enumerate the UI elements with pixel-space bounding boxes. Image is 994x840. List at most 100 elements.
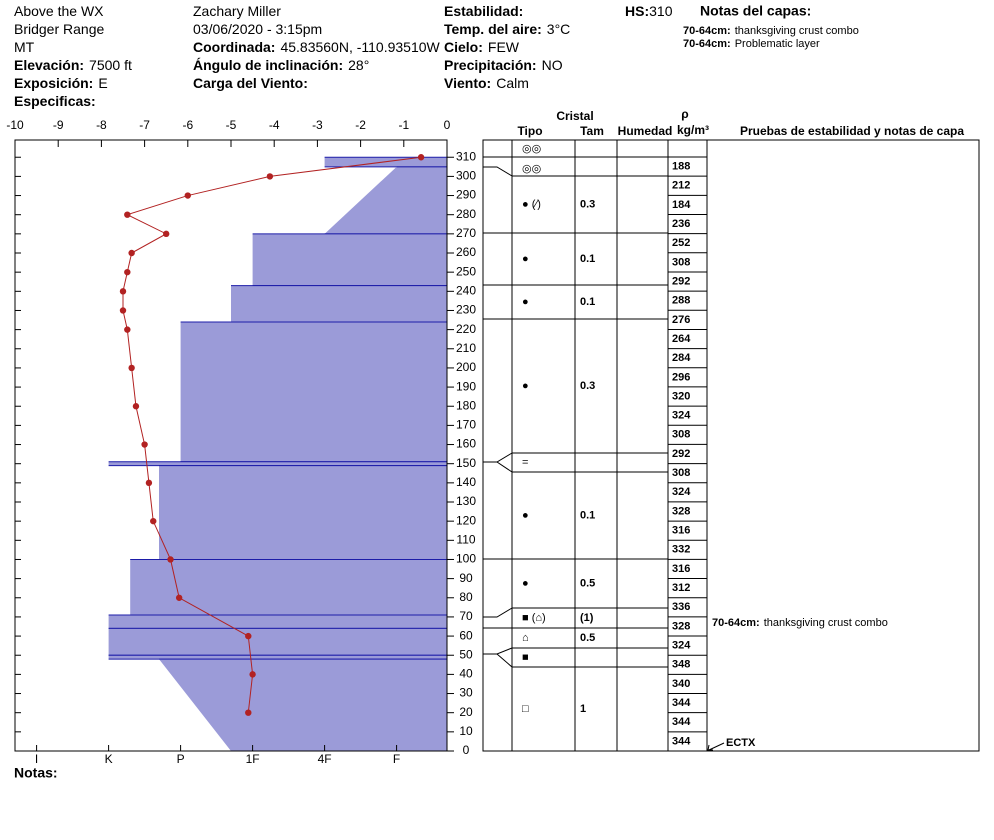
hardness-layer [180,321,447,462]
density-value: 332 [672,544,690,556]
layer-note: 70-64cm: thanksgiving crust combo [712,617,888,629]
layer-note: 70-64cm: thanksgiving crust combo [683,25,859,37]
layer-connector [483,653,513,668]
field-value: 28° [348,57,369,73]
table-header: Tipo [517,124,542,138]
depth-tick-label: 30 [459,686,473,700]
hardness-tick-label: 1F [246,752,260,766]
field-label: Cielo: [444,39,483,55]
header-field: Zachary Miller [193,3,281,19]
depth-tick-label: 60 [459,628,473,642]
density-value: 184 [672,199,691,211]
field-label: Ángulo de inclinación: [193,57,343,73]
header-field: Bridger Range [14,21,104,37]
depth-tick-label: 170 [456,418,476,432]
density-value: 324 [672,640,691,652]
density-value: 320 [672,390,690,402]
depth-tick-label: 130 [456,494,476,508]
depth-tick-label: 90 [459,571,473,585]
field-value: Bridger Range [14,21,104,37]
grain-size: 0.5 [580,577,595,589]
header-field: Above the WX [14,3,104,19]
temp-tick-label: -9 [53,118,64,132]
grain-size: (1) [580,612,594,624]
temp-tick-label: -3 [312,118,323,132]
hardness-layer [324,166,447,234]
hardness-tick-label: I [35,752,38,766]
note-label: 70-64cm: [683,25,731,37]
depth-tick-label: 120 [456,513,476,527]
header-field: Elevación: 7500 ft [14,57,132,73]
layer-connector [483,607,513,618]
depth-tick-label: 70 [459,609,473,623]
grain-size: 0.1 [580,296,595,308]
grain-type: ● [522,296,529,308]
depth-tick-label: 310 [456,149,476,163]
field-value: 03/06/2020 - 3:15pm [193,21,322,37]
hardness-layer [159,659,447,751]
grain-type: ⌂ [522,632,529,644]
depth-tick-label: 150 [456,456,476,470]
field-value: 3°C [547,21,571,37]
temperature-line [122,156,422,713]
hs-value: 310 [649,3,673,19]
grain-type: □ [522,703,529,715]
depth-tick-label: 160 [456,437,476,451]
temperature-point [132,403,140,410]
depth-tick-label: 210 [456,341,476,355]
depth-tick-label: 40 [459,667,473,681]
hs: HS:310 [625,3,673,19]
temperature-point [266,173,274,180]
field-value: FEW [488,39,520,55]
density-value: 236 [672,218,690,230]
temp-tick-label: -2 [355,118,366,132]
field-value: 7500 ft [89,57,132,73]
hardness-layer [231,285,447,322]
layer-connector [483,452,513,463]
density-value: 340 [672,678,690,690]
depth-tick-label: 190 [456,379,476,393]
temp-tick-label: -7 [139,118,150,132]
density-value: 328 [672,620,690,632]
field-label: Exposición: [14,75,93,91]
density-value: 264 [672,333,691,345]
grain-type: ◎◎ [522,163,541,175]
layer-note: 70-64cm: Problematic layer [683,38,820,50]
temp-tick-label: -10 [6,118,24,132]
temperature-point [141,441,148,448]
hardness-layer [159,465,447,560]
hardness-layer [130,559,447,616]
header-field: Temp. del aire: 3°C [444,21,570,37]
temperature-point [128,364,135,372]
field-label: Precipitación: [444,57,537,73]
field-label: Estabilidad: [444,3,523,19]
density-value: 284 [672,352,691,364]
table-header: ρ [681,107,688,121]
header-field: Cielo: FEW [444,39,520,55]
table-header: Pruebas de estabilidad y notas de capa [740,124,964,138]
temperature-point [163,230,170,238]
stability-test: ECTX [726,737,756,749]
field-label: Elevación: [14,57,84,73]
depth-tick-label: 100 [456,552,476,566]
depth-tick-label: 250 [456,264,476,278]
field-value: E [98,75,107,91]
table-header: Tam [580,124,604,138]
notes-title: Notas del capas: [700,3,811,19]
density-value: 308 [672,467,690,479]
density-value: 324 [672,410,691,422]
density-value: 252 [672,237,690,249]
density-value: 296 [672,371,690,383]
field-label: Viento: [444,75,491,91]
temperature-point [124,211,131,218]
density-value: 348 [672,659,690,671]
grain-type: ● [522,577,529,589]
temperature-point [245,632,252,640]
field-label: Temp. del aire: [444,21,542,37]
header-field: Coordinada: 45.83560N, -110.93510W [193,39,441,55]
depth-tick-label: 280 [456,207,476,221]
depth-tick-label: 0 [463,743,470,757]
depth-tick-label: 260 [456,245,476,259]
field-value: MT [14,39,35,55]
